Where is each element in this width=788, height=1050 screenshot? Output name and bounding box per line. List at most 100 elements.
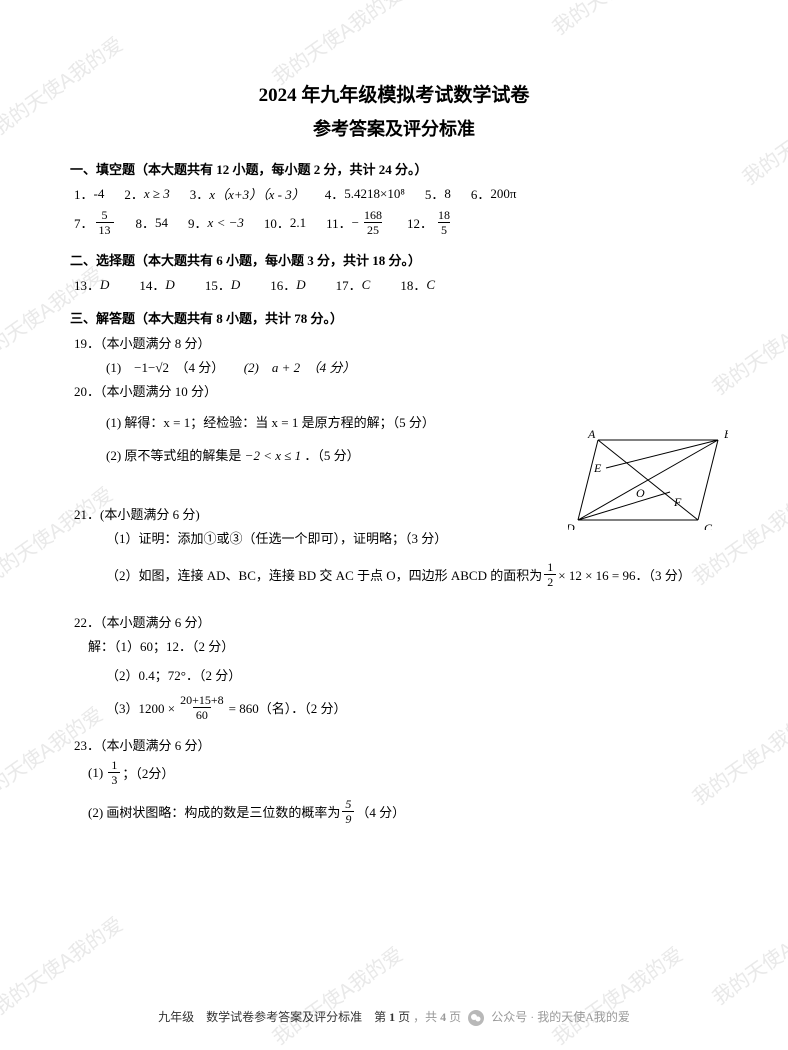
q19-head: 19．（本小题满分 8 分） (74, 333, 718, 352)
q9-num: 9． (188, 213, 208, 232)
page-title-1: 2024 年九年级模拟考试数学试卷 (70, 80, 718, 107)
q20-p2a: (2) 原不等式组的解集是 (106, 448, 241, 463)
section-1-row-2: 7． 513 8．54 9．x < −3 10．2.1 11．− 16825 1… (74, 209, 718, 236)
q22-fn: 20+15+8 (177, 694, 227, 707)
q23-f1d: 3 (108, 772, 120, 786)
q21-p2a: （2）如图，连接 AD、BC，连接 BD 交 AC 于点 O，四边形 ABCD … (106, 565, 542, 584)
q23-head: 23．（本小题满分 6 分） (74, 735, 718, 754)
footer-mid3: 页 (449, 1010, 461, 1024)
q22-head: 22．（本小题满分 6 分） (74, 612, 718, 631)
q1-num: 1． (74, 184, 94, 203)
q20-p2c: ．（5 分） (304, 448, 359, 463)
q13n: 13． (74, 275, 100, 294)
q23-frac2: 59 (342, 798, 354, 825)
q15n: 15． (205, 275, 231, 294)
svg-text:E: E (593, 461, 602, 475)
q2-num: 2． (124, 184, 144, 203)
footer-left: 九年级 数学试卷参考答案及评分标准 第 (158, 1010, 386, 1024)
svg-text:O: O (636, 486, 645, 500)
q7-num-n: 5 (99, 209, 111, 222)
q16: D (296, 277, 305, 293)
q23-p1: (1) 13 ；（2分） (88, 759, 718, 786)
q21-p2: （2）如图，连接 AD、BC，连接 BD 交 AC 于点 O，四边形 ABCD … (106, 561, 718, 588)
q22-p3: （3）1200 × 20+15+860 = 860（名）．（2 分） (106, 694, 718, 721)
q4-ans: 5.4218×10⁸ (344, 186, 405, 202)
q14n: 14． (139, 275, 165, 294)
q20-head: 20．（本小题满分 10 分） (74, 381, 718, 400)
footer-mid2: 共 (425, 1010, 437, 1024)
svg-text:D: D (568, 521, 575, 530)
svg-text:C: C (704, 521, 713, 530)
q23-frac1: 13 (108, 759, 120, 786)
q21-fn: 1 (544, 561, 556, 574)
q23-p1b: ；（2分） (122, 763, 174, 782)
section-2-row: 13．D 14．D 15．D 16．D 17．C 18．C (74, 275, 718, 294)
q14: D (165, 277, 174, 293)
svg-text:B: B (724, 430, 728, 441)
q8-num: 8． (136, 213, 156, 232)
q22-p3a: （3）1200 × (106, 698, 175, 717)
section-1-head: 一、填空题（本大题共有 12 小题，每小题 2 分，共计 24 分。） (70, 159, 718, 178)
q22-p1: 解：（1）60；12．（2 分） (88, 636, 718, 655)
q16n: 16． (270, 275, 296, 294)
q23-f1n: 1 (108, 759, 120, 772)
svg-text:A: A (587, 430, 596, 441)
footer-total: 4 (440, 1010, 446, 1024)
q3-ans: x（x+3）（x - 3） (209, 184, 304, 203)
q21-p2b: × 12 × 16 = 96．（3 分） (558, 565, 691, 584)
q4-num: 4． (325, 184, 345, 203)
q10-num: 10． (264, 213, 290, 232)
section-1-row-1: 1．-4 2．x ≥ 3 3．x（x+3）（x - 3） 4．5.4218×10… (74, 184, 718, 203)
q12-num: 12． (407, 213, 433, 232)
footer-page: 1 (389, 1010, 395, 1024)
page-title-2: 参考答案及评分标准 (70, 115, 718, 141)
watermark-text: 我的天使A我的爱 (546, 939, 688, 1050)
q1-ans: -4 (94, 186, 105, 202)
q23-p2a: (2) 画树状图略：构成的数是三位数的概率为 (88, 802, 340, 821)
q9-ans: x < −3 (208, 215, 244, 231)
q15: D (231, 277, 240, 293)
q19-p1: (1) −1−√2 （4 分） (2) a + 2 （4 分） (106, 357, 718, 376)
section-3-head: 三、解答题（本大题共有 8 小题，共计 78 分。） (70, 308, 718, 327)
q22-frac: 20+15+860 (177, 694, 227, 721)
q13: D (100, 277, 109, 293)
q22-p2: （2）0.4；72°．（2 分） (106, 665, 718, 684)
q11-pre: − (352, 215, 359, 231)
q17n: 17． (336, 275, 362, 294)
q12-frac: 185 (435, 209, 453, 236)
q11-num: 11． (326, 213, 352, 232)
q6-num: 6． (471, 184, 491, 203)
watermark-text: 我的天使A我的爱 (266, 939, 408, 1050)
q23-p2: (2) 画树状图略：构成的数是三位数的概率为 59 （4 分） (88, 798, 718, 825)
q7-num-d: 13 (96, 222, 114, 236)
q21-fd: 2 (544, 574, 556, 588)
q11-n: 168 (361, 209, 385, 222)
q7-num: 7． (74, 213, 94, 232)
q6-ans: 200π (490, 186, 516, 202)
q23-f2d: 9 (342, 811, 354, 825)
q5-ans: 8 (444, 186, 451, 202)
q5-num: 5． (425, 184, 445, 203)
svg-text:F: F (673, 495, 682, 509)
q19-p1a: (1) −1−√2 （4 分） (106, 360, 224, 375)
footer-tag: 公众号 (491, 1010, 527, 1024)
q10-ans: 2.1 (290, 215, 306, 231)
section-2-head: 二、选择题（本大题共有 6 小题，每小题 3 分，共计 18 分。） (70, 250, 718, 269)
q12-n: 18 (435, 209, 453, 222)
q20-p2b: −2 < x ≤ 1 (245, 448, 301, 463)
q23-p1a: (1) (88, 765, 103, 781)
footer-mid1: 页 (398, 1010, 410, 1024)
q11-d: 25 (364, 222, 382, 236)
q18n: 18． (400, 275, 426, 294)
footer-src: · 我的天使A我的爱 (530, 1010, 630, 1024)
q12-d: 5 (438, 222, 450, 236)
page-footer: 九年级 数学试卷参考答案及评分标准 第 1 页 ，共 4 页 公众号 · 我的天… (0, 1008, 788, 1026)
q17: C (362, 277, 371, 293)
q23-p2b: （4 分） (356, 802, 405, 821)
q18: C (426, 277, 435, 293)
watermark-text: 我的天使A我的爱 (0, 909, 128, 1021)
q20-p1: (1) 解得：x = 1；经检验：当 x = 1 是原方程的解；（5 分） (106, 412, 718, 431)
watermark-text: 我的天使A我的爱 (706, 899, 788, 1011)
q3-num: 3． (190, 184, 210, 203)
q23-f2n: 5 (342, 798, 354, 811)
